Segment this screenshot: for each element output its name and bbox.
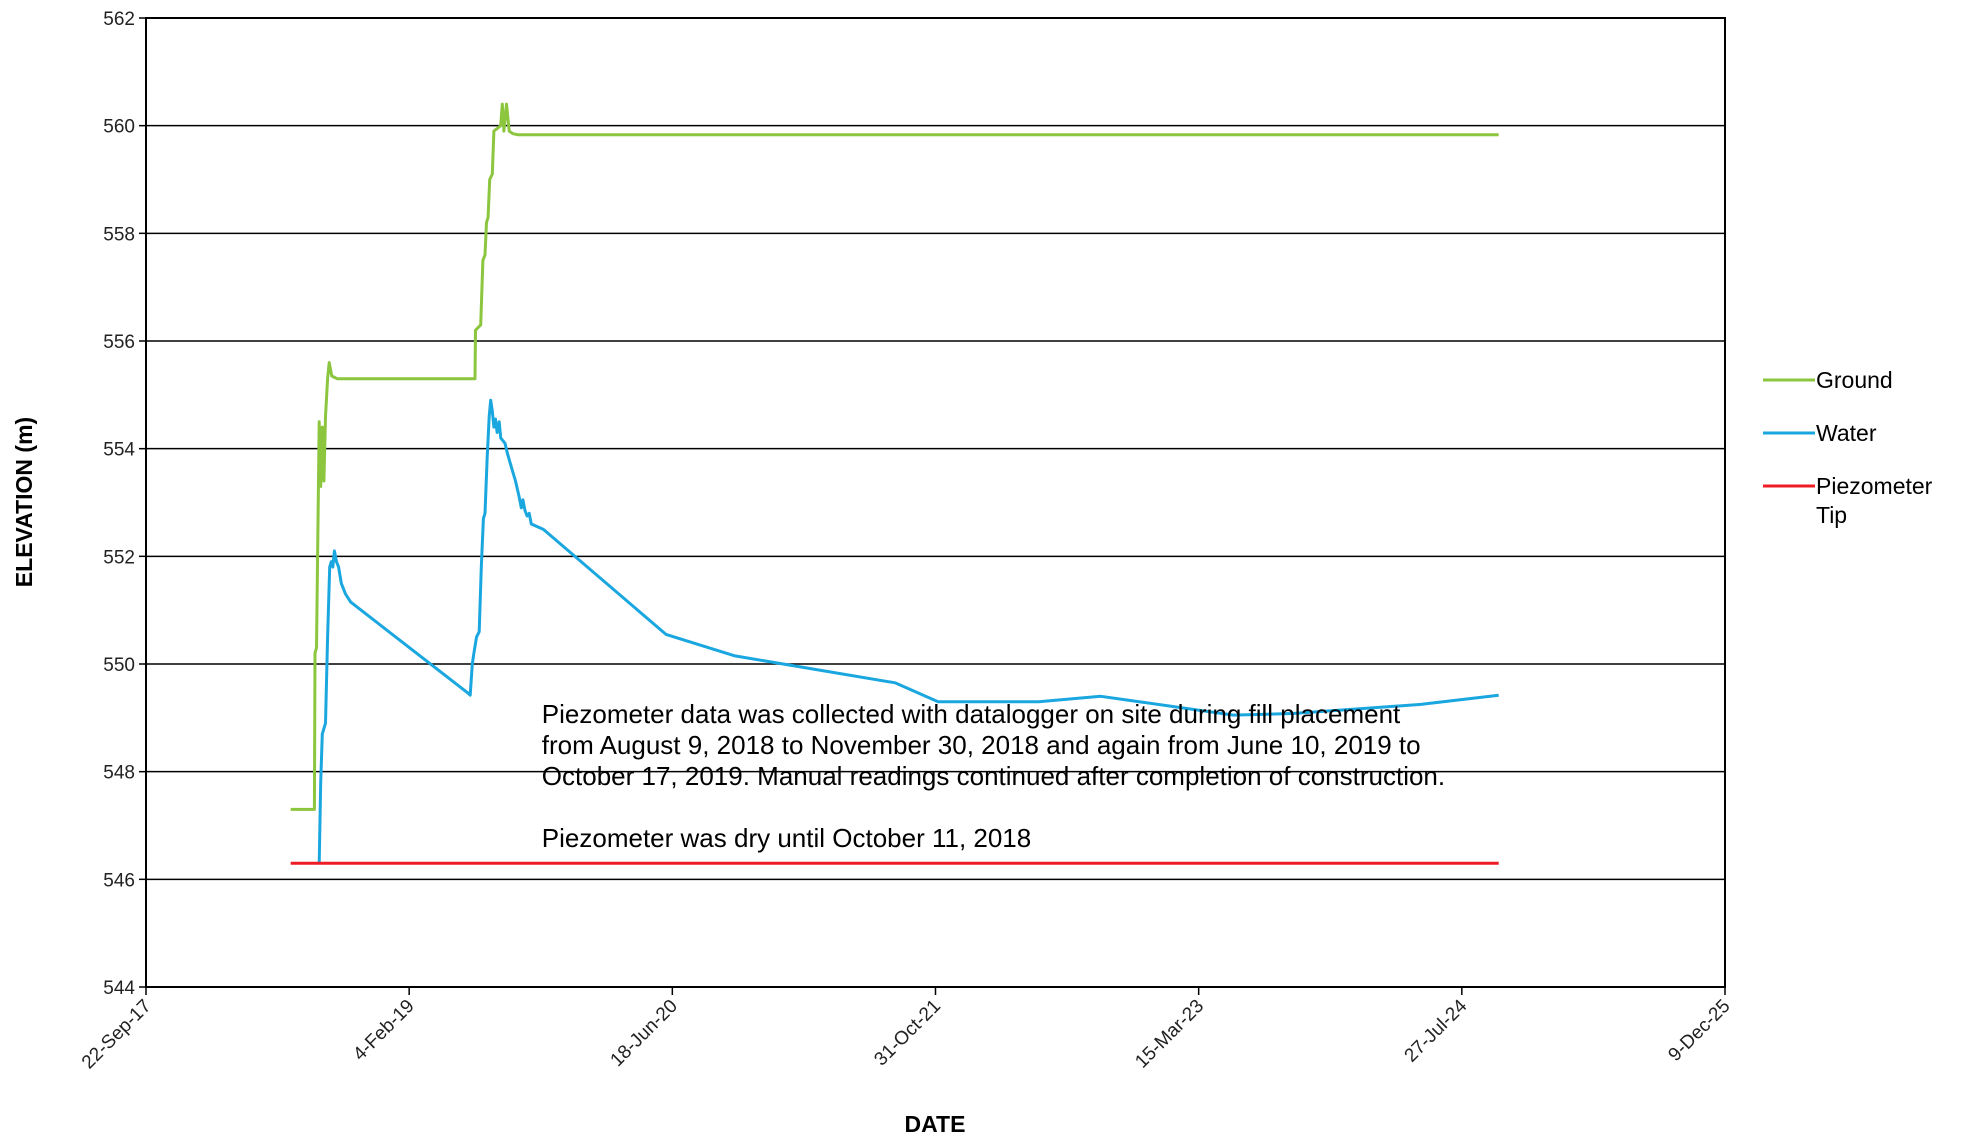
y-axis-title: ELEVATION (m)	[11, 417, 37, 587]
x-tick-label: 31-Oct-21	[870, 996, 945, 1071]
annotation-line: from August 9, 2018 to November 30, 2018…	[542, 730, 1421, 760]
annotation-line: October 17, 2019. Manual readings contin…	[542, 761, 1445, 791]
legend: Ground Water Piezometer Tip	[1763, 367, 1933, 528]
x-tick-label: 18-Jun-20	[607, 996, 682, 1071]
y-tick-label: 558	[103, 224, 135, 245]
y-tick-label: 544	[103, 978, 135, 999]
x-tick-label: 15-Mar-23	[1131, 996, 1208, 1073]
y-tick-label: 556	[103, 332, 135, 353]
x-tick-labels: 22-Sep-17 4-Feb-19 18-Jun-20 31-Oct-21 15-Ma…	[78, 987, 1735, 1073]
x-axis-title: DATE	[905, 1111, 966, 1134]
x-tick-label: 22-Sep-17	[78, 996, 156, 1074]
series-lines	[290, 102, 1499, 865]
y-tick-labels: 544 546 548 550 552 554 556 558 560 562	[103, 9, 146, 999]
x-tick-label: 4-Feb-19	[349, 996, 418, 1065]
y-tick-label: 546	[103, 870, 135, 891]
annotations: Piezometer data was collected with datal…	[542, 699, 1445, 853]
y-tick-label: 554	[103, 440, 135, 461]
annotation-line: Piezometer was dry until October 11, 201…	[542, 823, 1031, 853]
legend-label: Water	[1816, 420, 1877, 446]
y-tick-label: 560	[103, 117, 135, 138]
y-tick-label: 552	[103, 547, 135, 568]
legend-label: Ground	[1816, 367, 1893, 393]
legend-label: Tip	[1816, 502, 1847, 528]
series-line-water	[317, 398, 1499, 864]
series-line-ground	[290, 102, 1499, 811]
x-tick-label: 27-Jul-24	[1401, 995, 1472, 1066]
legend-label: Piezometer	[1816, 473, 1933, 499]
gridlines	[146, 124, 1725, 881]
y-tick-label: 548	[103, 763, 135, 784]
annotation-line: Piezometer data was collected with datal…	[542, 699, 1401, 729]
y-tick-label: 550	[103, 655, 135, 676]
y-tick-label: 562	[103, 9, 135, 30]
x-tick-label: 9-Dec-25	[1664, 996, 1734, 1066]
